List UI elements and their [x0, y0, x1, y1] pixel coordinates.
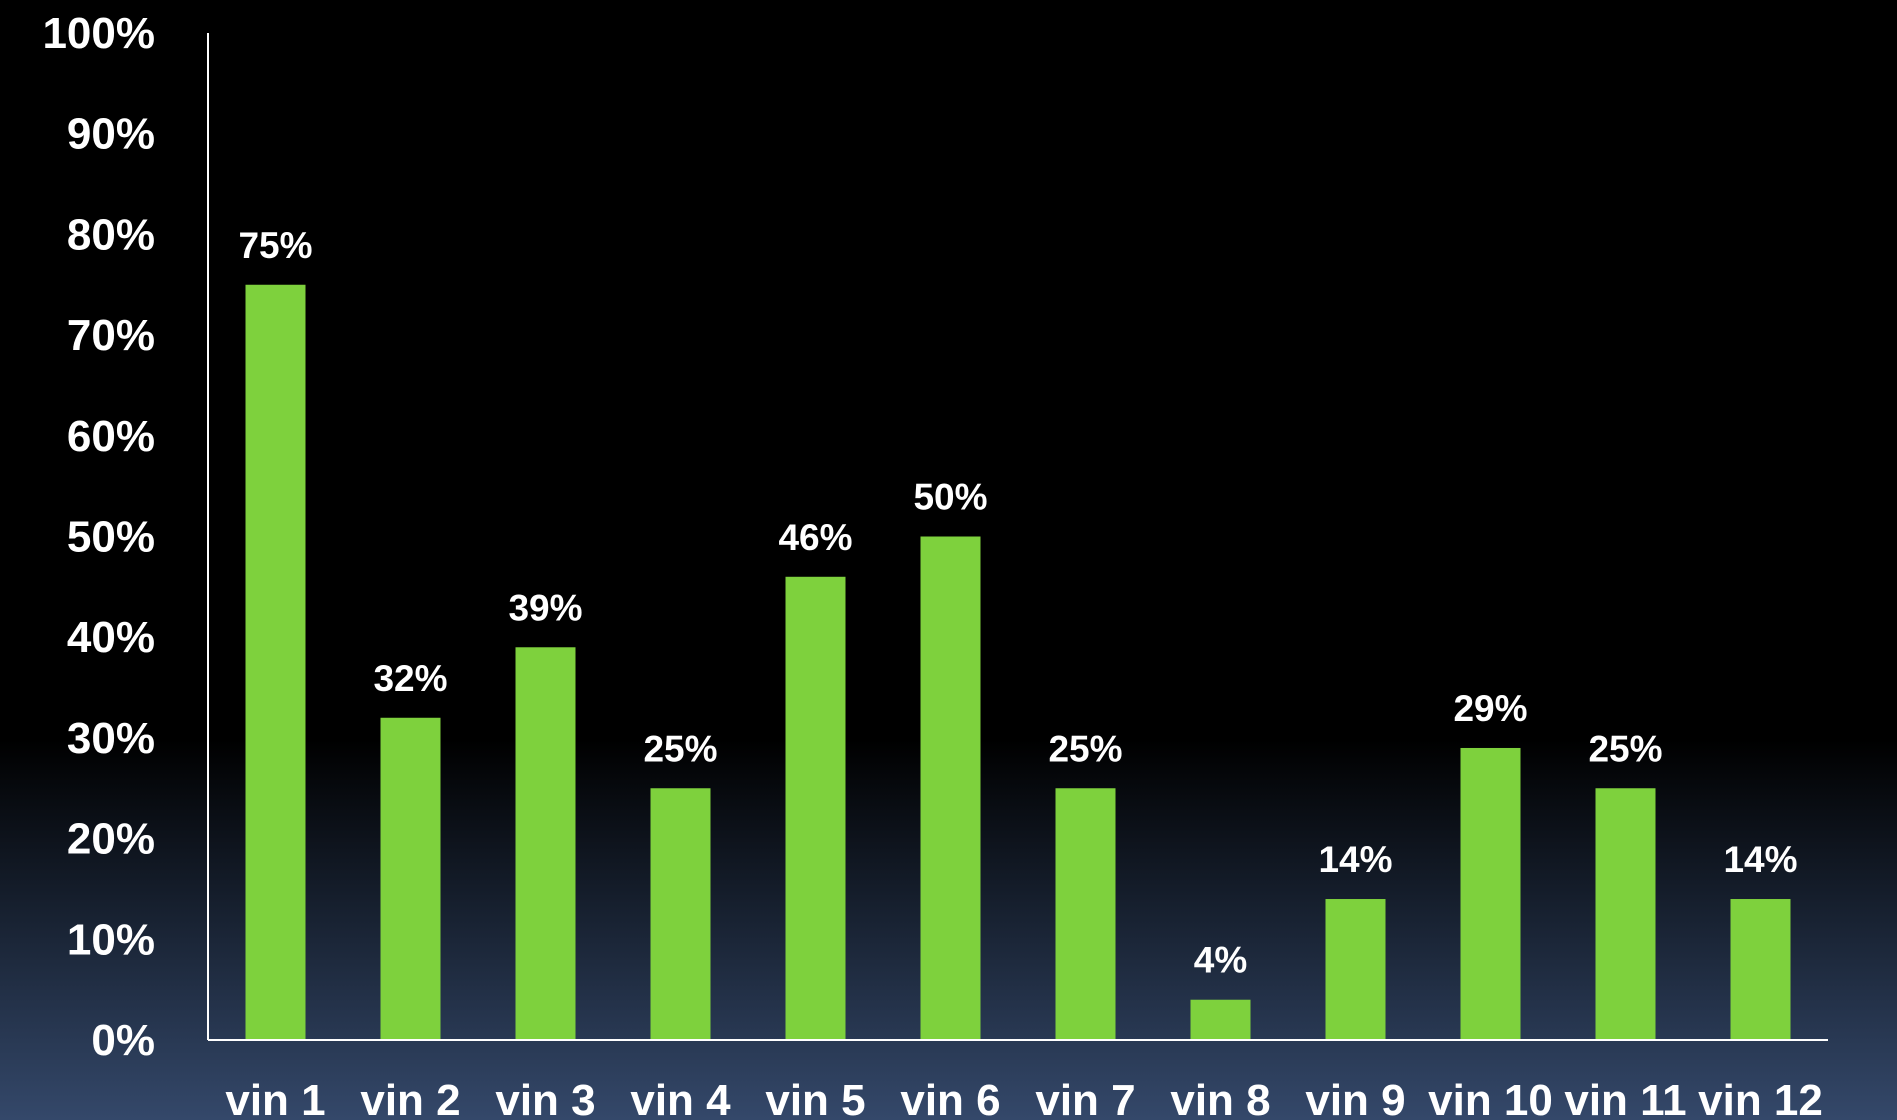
bar: [380, 717, 441, 1040]
data-label: 14%: [1318, 839, 1392, 880]
y-axis-tick-labels: 0% 10% 20% 30% 40% 50% 60% 70% 80% 90% 100%: [42, 9, 155, 1065]
y-tick-label: 50%: [67, 513, 155, 562]
data-label: 14%: [1723, 839, 1797, 880]
y-tick-label: 90%: [67, 110, 155, 159]
data-labels: 75% 32% 39% 25% 46% 50% 25% 4% 14% 29% 25% 14%: [238, 225, 1797, 981]
bar: [1730, 899, 1791, 1040]
x-tick-label: vin 6: [900, 1076, 1000, 1120]
y-tick-label: 30%: [67, 714, 155, 763]
x-tick-label: vin 2: [360, 1076, 460, 1120]
y-tick-label: 70%: [67, 311, 155, 360]
x-tick-label: vin 1: [225, 1076, 325, 1120]
x-tick-label: vin 5: [765, 1076, 865, 1120]
bar: [515, 647, 576, 1040]
y-tick-label: 20%: [67, 815, 155, 864]
y-tick-label: 40%: [67, 613, 155, 662]
y-tick-label: 10%: [67, 915, 155, 964]
x-tick-label: vin 12: [1698, 1076, 1823, 1120]
x-tick-label: vin 8: [1170, 1076, 1270, 1120]
data-label: 29%: [1453, 688, 1527, 729]
data-label: 50%: [913, 477, 987, 518]
x-tick-label: vin 4: [630, 1076, 731, 1120]
x-tick-label: vin 3: [495, 1076, 595, 1120]
bar: [1460, 747, 1521, 1040]
data-label: 75%: [238, 225, 312, 266]
bar: [1325, 899, 1386, 1040]
x-tick-label: vin 9: [1305, 1076, 1405, 1120]
bar-series: [245, 284, 1791, 1040]
x-tick-label: vin 11: [1564, 1076, 1686, 1120]
x-tick-label: vin 7: [1035, 1076, 1135, 1120]
data-label: 39%: [508, 587, 582, 628]
bar: [1055, 788, 1116, 1040]
data-label: 25%: [1588, 728, 1662, 769]
bar: [650, 788, 711, 1040]
y-tick-label: 100%: [42, 9, 155, 58]
bar: [245, 284, 306, 1040]
data-label: 4%: [1194, 940, 1247, 981]
y-tick-label: 80%: [67, 210, 155, 259]
bar: [920, 536, 981, 1040]
bar: [1595, 788, 1656, 1040]
data-label: 25%: [1048, 728, 1122, 769]
data-label: 46%: [778, 517, 852, 558]
data-label: 32%: [373, 658, 447, 699]
y-tick-label: 0%: [91, 1016, 155, 1065]
x-tick-label: vin 10: [1428, 1076, 1553, 1120]
bar: [1190, 999, 1251, 1040]
bar: [785, 576, 846, 1040]
data-label: 25%: [643, 728, 717, 769]
y-tick-label: 60%: [67, 412, 155, 461]
x-axis-tick-labels: vin 1 vin 2 vin 3 vin 4 vin 5 vin 6 vin 7 vin 8…: [225, 1076, 1823, 1120]
